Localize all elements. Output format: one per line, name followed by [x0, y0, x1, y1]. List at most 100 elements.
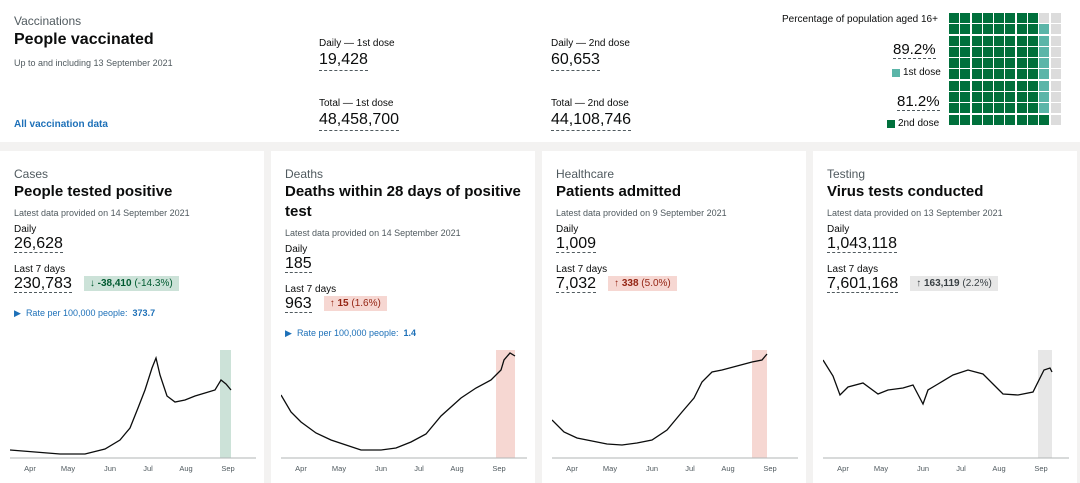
month-tick-label: May [332, 464, 346, 473]
waffle-cell [949, 69, 959, 80]
daily-label: Daily [285, 244, 308, 255]
last-7-days-metric: Last 7 days 230,783 ↓ -38,410 (-14.3%) [14, 264, 179, 293]
summary-tile-deaths: Deaths Deaths within 28 days of positive… [271, 151, 535, 483]
trend-chart[interactable]: Apr May Jun Jul Aug Sep [552, 350, 798, 475]
tile-updated: Latest data provided on 13 September 202… [827, 208, 1003, 218]
change-badge[interactable]: ↓ -38,410 (-14.3%) [83, 276, 179, 291]
tile-title[interactable]: People tested positive [14, 183, 173, 200]
waffle-cell [982, 69, 993, 80]
first-dose-percentage[interactable]: 89.2% [893, 41, 936, 59]
daily-metric: Daily 26,628 [14, 224, 63, 253]
tile-title[interactable]: Deaths within 28 days of positive test [285, 183, 521, 220]
rate-toggle[interactable]: ▶ Rate per 100,000 people: 1.4 [285, 328, 416, 339]
waffle-cell [1005, 92, 1016, 103]
all-vaccination-data-link[interactable]: All vaccination data [14, 119, 108, 130]
last-7-days-metric: Last 7 days 7,032 ↑ 338 (5.0%) [556, 264, 677, 293]
waffle-cell [1028, 114, 1039, 125]
change-arrow-icon: ↑ [916, 278, 922, 289]
waffle-cell [982, 114, 993, 125]
waffle-cell [1050, 35, 1061, 46]
month-tick-label: Apr [24, 464, 36, 473]
daily-label: Daily [827, 224, 850, 235]
waffle-cell [971, 80, 982, 91]
waffle-cell [1016, 92, 1027, 103]
trend-chart[interactable]: Apr May Jun Jul Aug Sep [281, 350, 527, 475]
waffle-cell [1016, 46, 1027, 57]
trend-line [552, 353, 768, 446]
last-7-days-value[interactable]: 230,783 [14, 275, 72, 293]
tile-category: Testing [827, 167, 866, 181]
waffle-cell [1050, 69, 1061, 80]
change-value: 15 [337, 298, 349, 309]
last-7-days-value[interactable]: 7,601,168 [827, 275, 899, 293]
waffle-cell [960, 80, 971, 91]
daily-value[interactable]: 26,628 [14, 235, 63, 253]
daily-value[interactable]: 1,009 [556, 235, 597, 253]
waffle-cell [960, 92, 971, 103]
waffle-cell [1005, 114, 1016, 125]
month-tick-label: Sep [1034, 464, 1047, 473]
waffle-cell [960, 69, 971, 80]
waffle-cell [971, 13, 982, 23]
rate-toggle[interactable]: ▶ Rate per 100,000 people: 373.7 [14, 308, 155, 319]
month-tick-label: Jun [646, 464, 658, 473]
waffle-cell [949, 114, 959, 125]
waffle-cell [971, 58, 982, 69]
change-arrow-icon: ↑ [329, 298, 335, 309]
waffle-cell [960, 46, 971, 57]
change-badge[interactable]: ↑ 338 (5.0%) [608, 276, 677, 291]
rate-value: 1.4 [403, 328, 417, 338]
waffle-cell [949, 80, 959, 91]
summary-tile-testing: Testing Virus tests conducted Latest dat… [813, 151, 1077, 483]
month-tick-label: Jul [143, 464, 153, 473]
month-tick-label: Aug [179, 464, 192, 473]
waffle-cell [1028, 80, 1039, 91]
latest-week-highlight [752, 350, 767, 458]
tile-updated: Latest data provided on 14 September 202… [14, 208, 190, 218]
daily-value[interactable]: 185 [285, 255, 312, 273]
total-second-dose-value[interactable]: 44,108,746 [551, 111, 632, 131]
waffle-cell [994, 103, 1005, 114]
summary-tile-cases: Cases People tested positive Latest data… [0, 151, 264, 483]
last-7-days-value[interactable]: 963 [285, 295, 312, 313]
waffle-cell [1005, 24, 1016, 35]
change-percent: (5.0%) [641, 278, 671, 289]
tile-title[interactable]: Patients admitted [556, 183, 682, 200]
month-tick-label: Jul [685, 464, 695, 473]
first-dose-legend-label: 1st dose [903, 67, 941, 78]
waffle-cell [960, 114, 971, 125]
trend-chart[interactable]: Apr May Jun Jul Aug Sep [823, 350, 1069, 475]
waffle-cell [994, 114, 1005, 125]
last-7-days-value[interactable]: 7,032 [556, 275, 597, 293]
waffle-cell [1016, 58, 1027, 69]
waffle-cell [1050, 58, 1061, 69]
total-first-dose-label: Total — 1st dose [319, 98, 394, 109]
tile-title[interactable]: Virus tests conducted [827, 183, 984, 200]
month-tick-label: Apr [837, 464, 849, 473]
daily-second-dose-value[interactable]: 60,653 [551, 51, 600, 71]
total-first-dose-value[interactable]: 48,458,700 [319, 111, 400, 131]
waffle-cell [1028, 46, 1039, 57]
waffle-cell [994, 24, 1005, 35]
waffle-cell [1050, 92, 1061, 103]
first-dose-swatch [892, 68, 900, 77]
waffle-cell [1050, 24, 1061, 35]
tile-updated: Latest data provided on 14 September 202… [285, 228, 461, 238]
daily-label: Daily [556, 224, 579, 235]
change-badge[interactable]: ↑ 15 (1.6%) [323, 296, 387, 311]
waffle-cell [982, 58, 993, 69]
total-second-dose-metric: Total — 2nd dose 44,108,746 [551, 98, 632, 131]
trend-chart[interactable]: Apr May Jun Jul Aug Sep [10, 350, 256, 475]
daily-first-dose-value[interactable]: 19,428 [319, 51, 368, 71]
daily-metric: Daily 1,009 [556, 224, 597, 253]
tile-category: Healthcare [556, 167, 615, 181]
change-badge[interactable]: ↑ 163,119 (2.2%) [910, 276, 998, 291]
waffle-cell [949, 35, 959, 46]
second-dose-percentage[interactable]: 81.2% [897, 93, 940, 111]
waffle-cell [1028, 13, 1039, 23]
daily-value[interactable]: 1,043,118 [827, 235, 897, 253]
waffle-cell [1039, 46, 1050, 57]
rate-value: 373.7 [132, 308, 156, 318]
change-arrow-icon: ↑ [614, 278, 620, 289]
trend-line [281, 352, 516, 451]
